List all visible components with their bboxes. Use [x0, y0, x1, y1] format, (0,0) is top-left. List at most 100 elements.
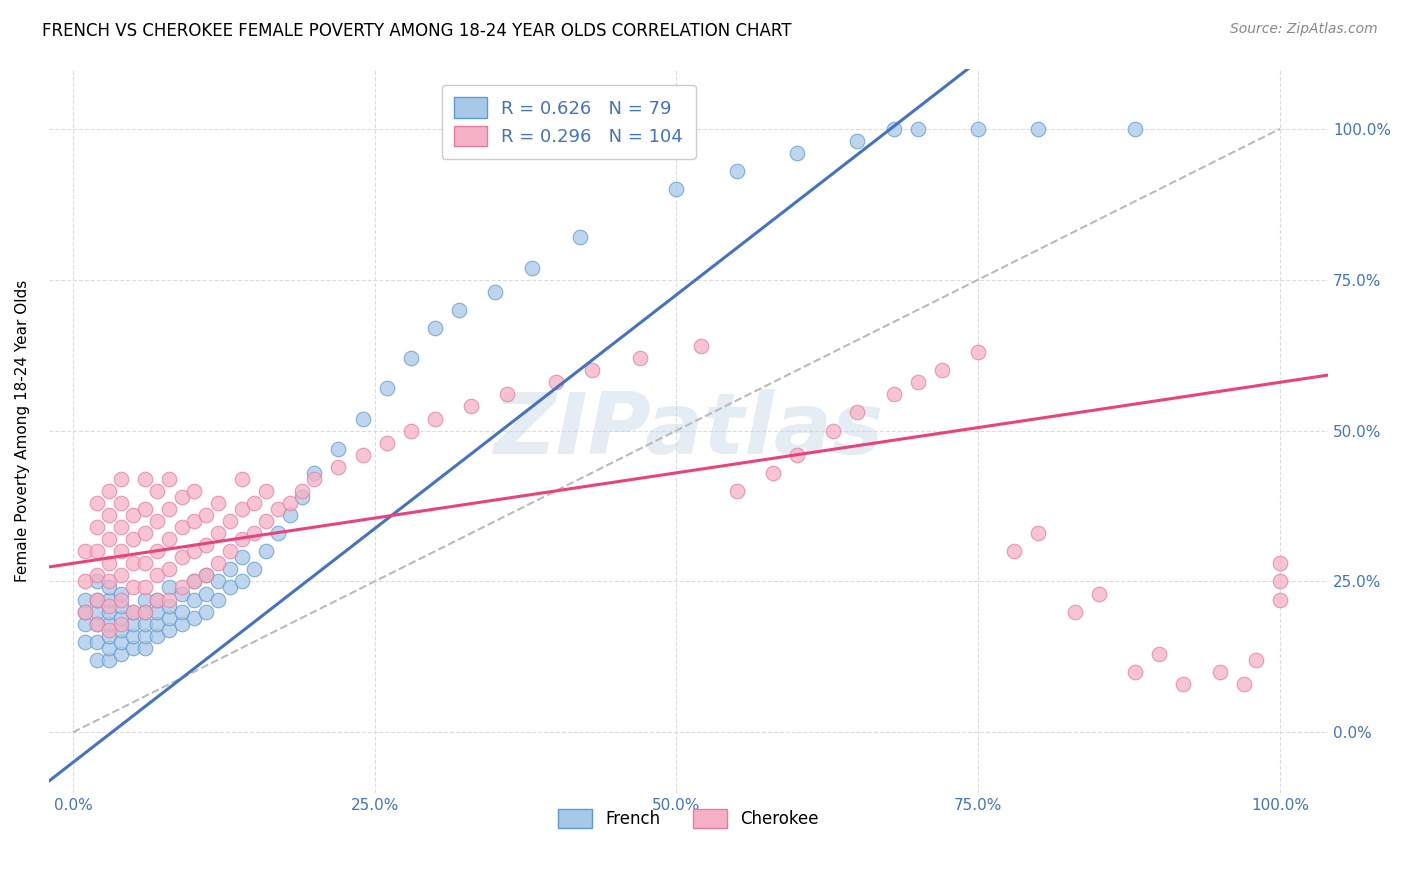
Point — [134, 526, 156, 541]
Point — [110, 616, 132, 631]
Point — [183, 483, 205, 498]
Point — [628, 351, 651, 366]
Point — [122, 629, 145, 643]
Point — [1123, 121, 1146, 136]
Point — [86, 616, 108, 631]
Point — [170, 586, 193, 600]
Point — [183, 610, 205, 624]
Point — [520, 260, 543, 275]
Point — [243, 526, 266, 541]
Point — [159, 592, 181, 607]
Point — [98, 581, 121, 595]
Point — [328, 442, 350, 456]
Point — [399, 351, 422, 366]
Point — [207, 592, 229, 607]
Point — [110, 599, 132, 613]
Point — [183, 574, 205, 589]
Point — [110, 634, 132, 648]
Point — [267, 526, 290, 541]
Point — [375, 381, 398, 395]
Point — [194, 568, 217, 582]
Point — [73, 544, 96, 558]
Point — [110, 623, 132, 637]
Point — [1028, 121, 1050, 136]
Point — [846, 405, 869, 419]
Point — [86, 592, 108, 607]
Point — [98, 592, 121, 607]
Point — [231, 574, 253, 589]
Point — [218, 562, 240, 576]
Point — [86, 568, 108, 582]
Point — [304, 472, 326, 486]
Point — [183, 592, 205, 607]
Point — [689, 339, 711, 353]
Point — [110, 586, 132, 600]
Point — [278, 508, 301, 522]
Point — [73, 574, 96, 589]
Point — [146, 568, 169, 582]
Y-axis label: Female Poverty Among 18-24 Year Olds: Female Poverty Among 18-24 Year Olds — [15, 279, 30, 582]
Point — [218, 581, 240, 595]
Point — [110, 472, 132, 486]
Point — [1208, 665, 1230, 679]
Point — [568, 230, 591, 244]
Point — [460, 400, 482, 414]
Point — [496, 387, 519, 401]
Point — [207, 526, 229, 541]
Point — [291, 483, 314, 498]
Point — [134, 640, 156, 655]
Point — [170, 581, 193, 595]
Point — [86, 592, 108, 607]
Point — [122, 581, 145, 595]
Point — [581, 363, 603, 377]
Point — [183, 574, 205, 589]
Point — [110, 544, 132, 558]
Point — [110, 568, 132, 582]
Point — [194, 605, 217, 619]
Point — [1147, 647, 1170, 661]
Point — [159, 502, 181, 516]
Point — [122, 605, 145, 619]
Point — [134, 605, 156, 619]
Point — [907, 376, 929, 390]
Point — [98, 616, 121, 631]
Point — [86, 605, 108, 619]
Point — [86, 653, 108, 667]
Point — [122, 640, 145, 655]
Point — [846, 134, 869, 148]
Point — [291, 490, 314, 504]
Point — [170, 605, 193, 619]
Point — [352, 448, 374, 462]
Point — [194, 538, 217, 552]
Point — [86, 520, 108, 534]
Point — [73, 605, 96, 619]
Point — [967, 345, 990, 359]
Point — [883, 121, 905, 136]
Point — [134, 581, 156, 595]
Point — [159, 610, 181, 624]
Point — [1028, 526, 1050, 541]
Point — [86, 634, 108, 648]
Point — [544, 376, 567, 390]
Point — [98, 605, 121, 619]
Point — [170, 490, 193, 504]
Point — [86, 496, 108, 510]
Point — [86, 616, 108, 631]
Point — [449, 302, 471, 317]
Point — [786, 448, 808, 462]
Point — [231, 532, 253, 546]
Point — [267, 502, 290, 516]
Point — [134, 502, 156, 516]
Point — [399, 424, 422, 438]
Point — [1268, 557, 1291, 571]
Point — [98, 640, 121, 655]
Point — [1173, 677, 1195, 691]
Point — [218, 514, 240, 528]
Point — [1244, 653, 1267, 667]
Point — [183, 544, 205, 558]
Point — [98, 599, 121, 613]
Point — [207, 574, 229, 589]
Point — [159, 472, 181, 486]
Point — [73, 605, 96, 619]
Point — [183, 514, 205, 528]
